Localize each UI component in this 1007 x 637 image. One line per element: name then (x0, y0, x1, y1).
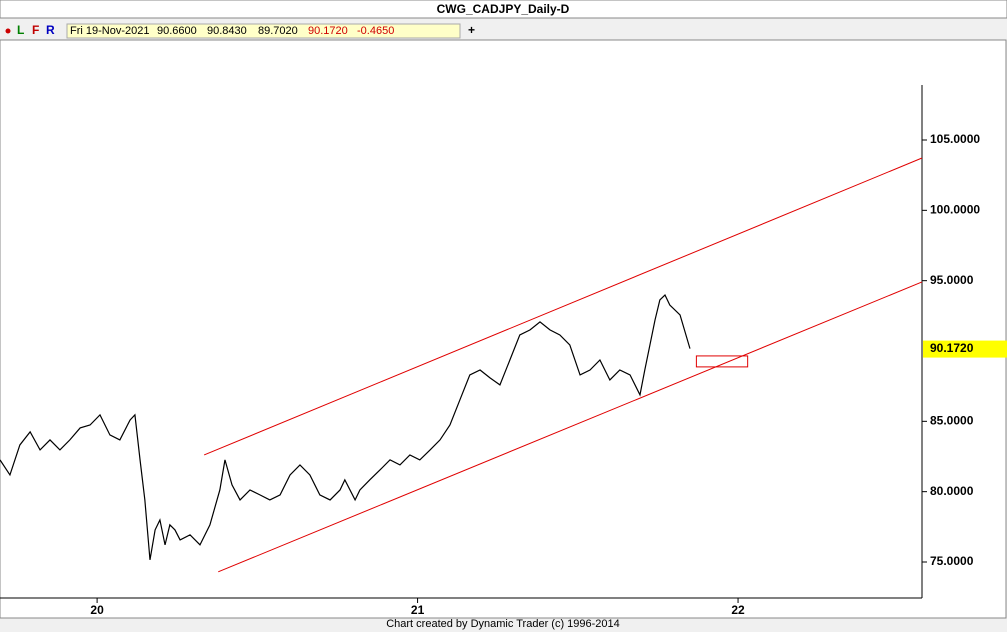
button-r[interactable]: R (46, 23, 55, 37)
target-box (695, 355, 749, 368)
footer: Chart created by Dynamic Trader (c) 1996… (386, 618, 620, 630)
info-date: Fri 19-Nov-2021 (70, 25, 149, 37)
y-tick-label: 105.0000 (930, 132, 980, 146)
info-high: 90.8430 (207, 25, 247, 37)
title-bar (0, 0, 1007, 19)
dot (5, 28, 11, 34)
info-close: 90.1720 (308, 25, 348, 37)
button-f[interactable]: F (32, 23, 39, 37)
y-tick-label: 75.0000 (930, 554, 974, 568)
last-price-box (923, 340, 1007, 358)
y-tick-label: 85.0000 (930, 414, 974, 428)
x-tick-label: 22 (731, 603, 745, 617)
plot-frame (0, 39, 1007, 619)
info-box (66, 23, 461, 39)
y-tick-label: 80.0000 (930, 484, 974, 498)
add-button[interactable]: + (468, 23, 475, 37)
price-line (0, 294, 691, 560)
trend-line (218, 281, 923, 573)
info-open: 90.6600 (157, 25, 197, 37)
last-price-label: 90.1720 (930, 341, 974, 355)
chart-title: CWG_CADJPY_Daily-D (437, 2, 570, 16)
trend-line (203, 157, 923, 456)
y-tick-label: 100.0000 (930, 203, 980, 217)
button-l[interactable]: L (17, 23, 24, 37)
info-low: 89.7020 (258, 25, 298, 37)
x-tick-label: 21 (411, 603, 425, 617)
x-tick-label: 20 (90, 603, 104, 617)
y-tick-label: 95.0000 (930, 273, 974, 287)
info-change: -0.4650 (357, 25, 394, 37)
